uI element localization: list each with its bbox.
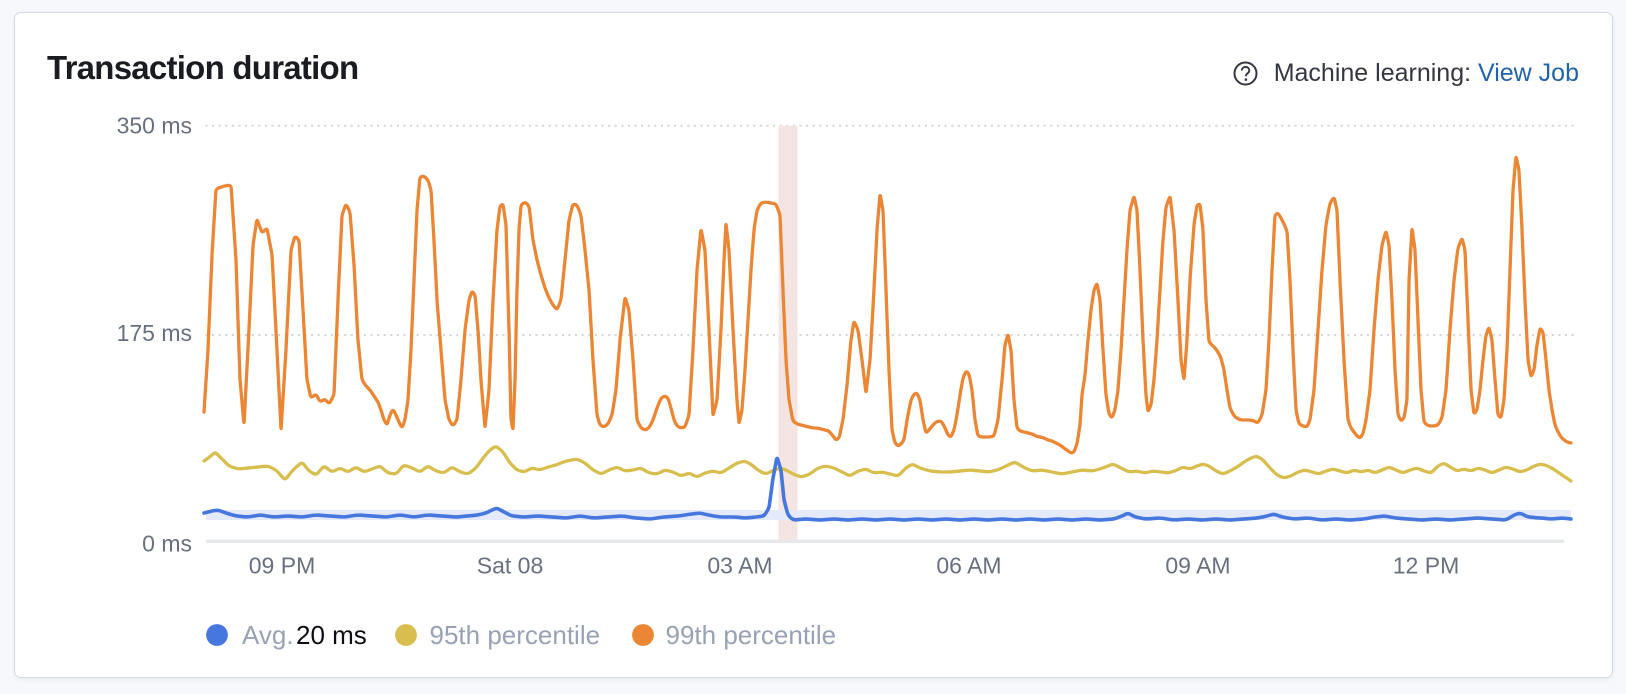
svg-text:95th percentile: 95th percentile: [430, 620, 601, 650]
svg-text:175 ms: 175 ms: [117, 320, 192, 346]
svg-text:09 AM: 09 AM: [1165, 553, 1230, 579]
svg-text:09 PM: 09 PM: [249, 553, 315, 579]
svg-text:Sat 08: Sat 08: [477, 553, 544, 579]
svg-text:12 PM: 12 PM: [1393, 553, 1459, 579]
svg-text:0 ms: 0 ms: [142, 531, 192, 557]
svg-text:99th percentile: 99th percentile: [666, 620, 837, 650]
svg-text:06 AM: 06 AM: [936, 553, 1001, 579]
svg-text:20 ms: 20 ms: [296, 620, 367, 650]
svg-text:Avg.: Avg.: [242, 620, 294, 650]
svg-text:03 AM: 03 AM: [707, 553, 772, 579]
svg-text:350 ms: 350 ms: [117, 113, 192, 139]
